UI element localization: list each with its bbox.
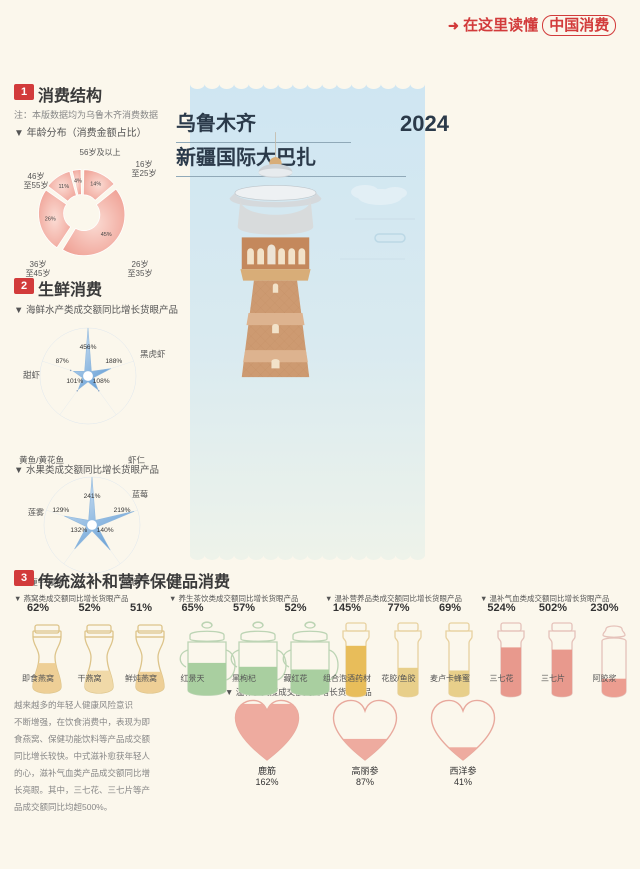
svg-text:45%: 45%	[101, 232, 112, 238]
svg-text:129%: 129%	[52, 507, 69, 514]
svg-text:188%: 188%	[105, 358, 122, 365]
svg-text:4%: 4%	[74, 178, 82, 184]
svg-text:26%: 26%	[45, 217, 56, 223]
svg-text:132%: 132%	[70, 527, 87, 534]
svg-text:101%: 101%	[66, 378, 83, 385]
svg-text:14%: 14%	[90, 181, 101, 187]
svg-text:11%: 11%	[59, 184, 70, 190]
svg-text:241%: 241%	[84, 493, 101, 500]
svg-text:140%: 140%	[97, 527, 114, 534]
svg-text:456%: 456%	[80, 344, 97, 351]
svg-text:108%: 108%	[93, 378, 110, 385]
svg-text:219%: 219%	[114, 507, 131, 514]
svg-text:87%: 87%	[56, 358, 69, 365]
